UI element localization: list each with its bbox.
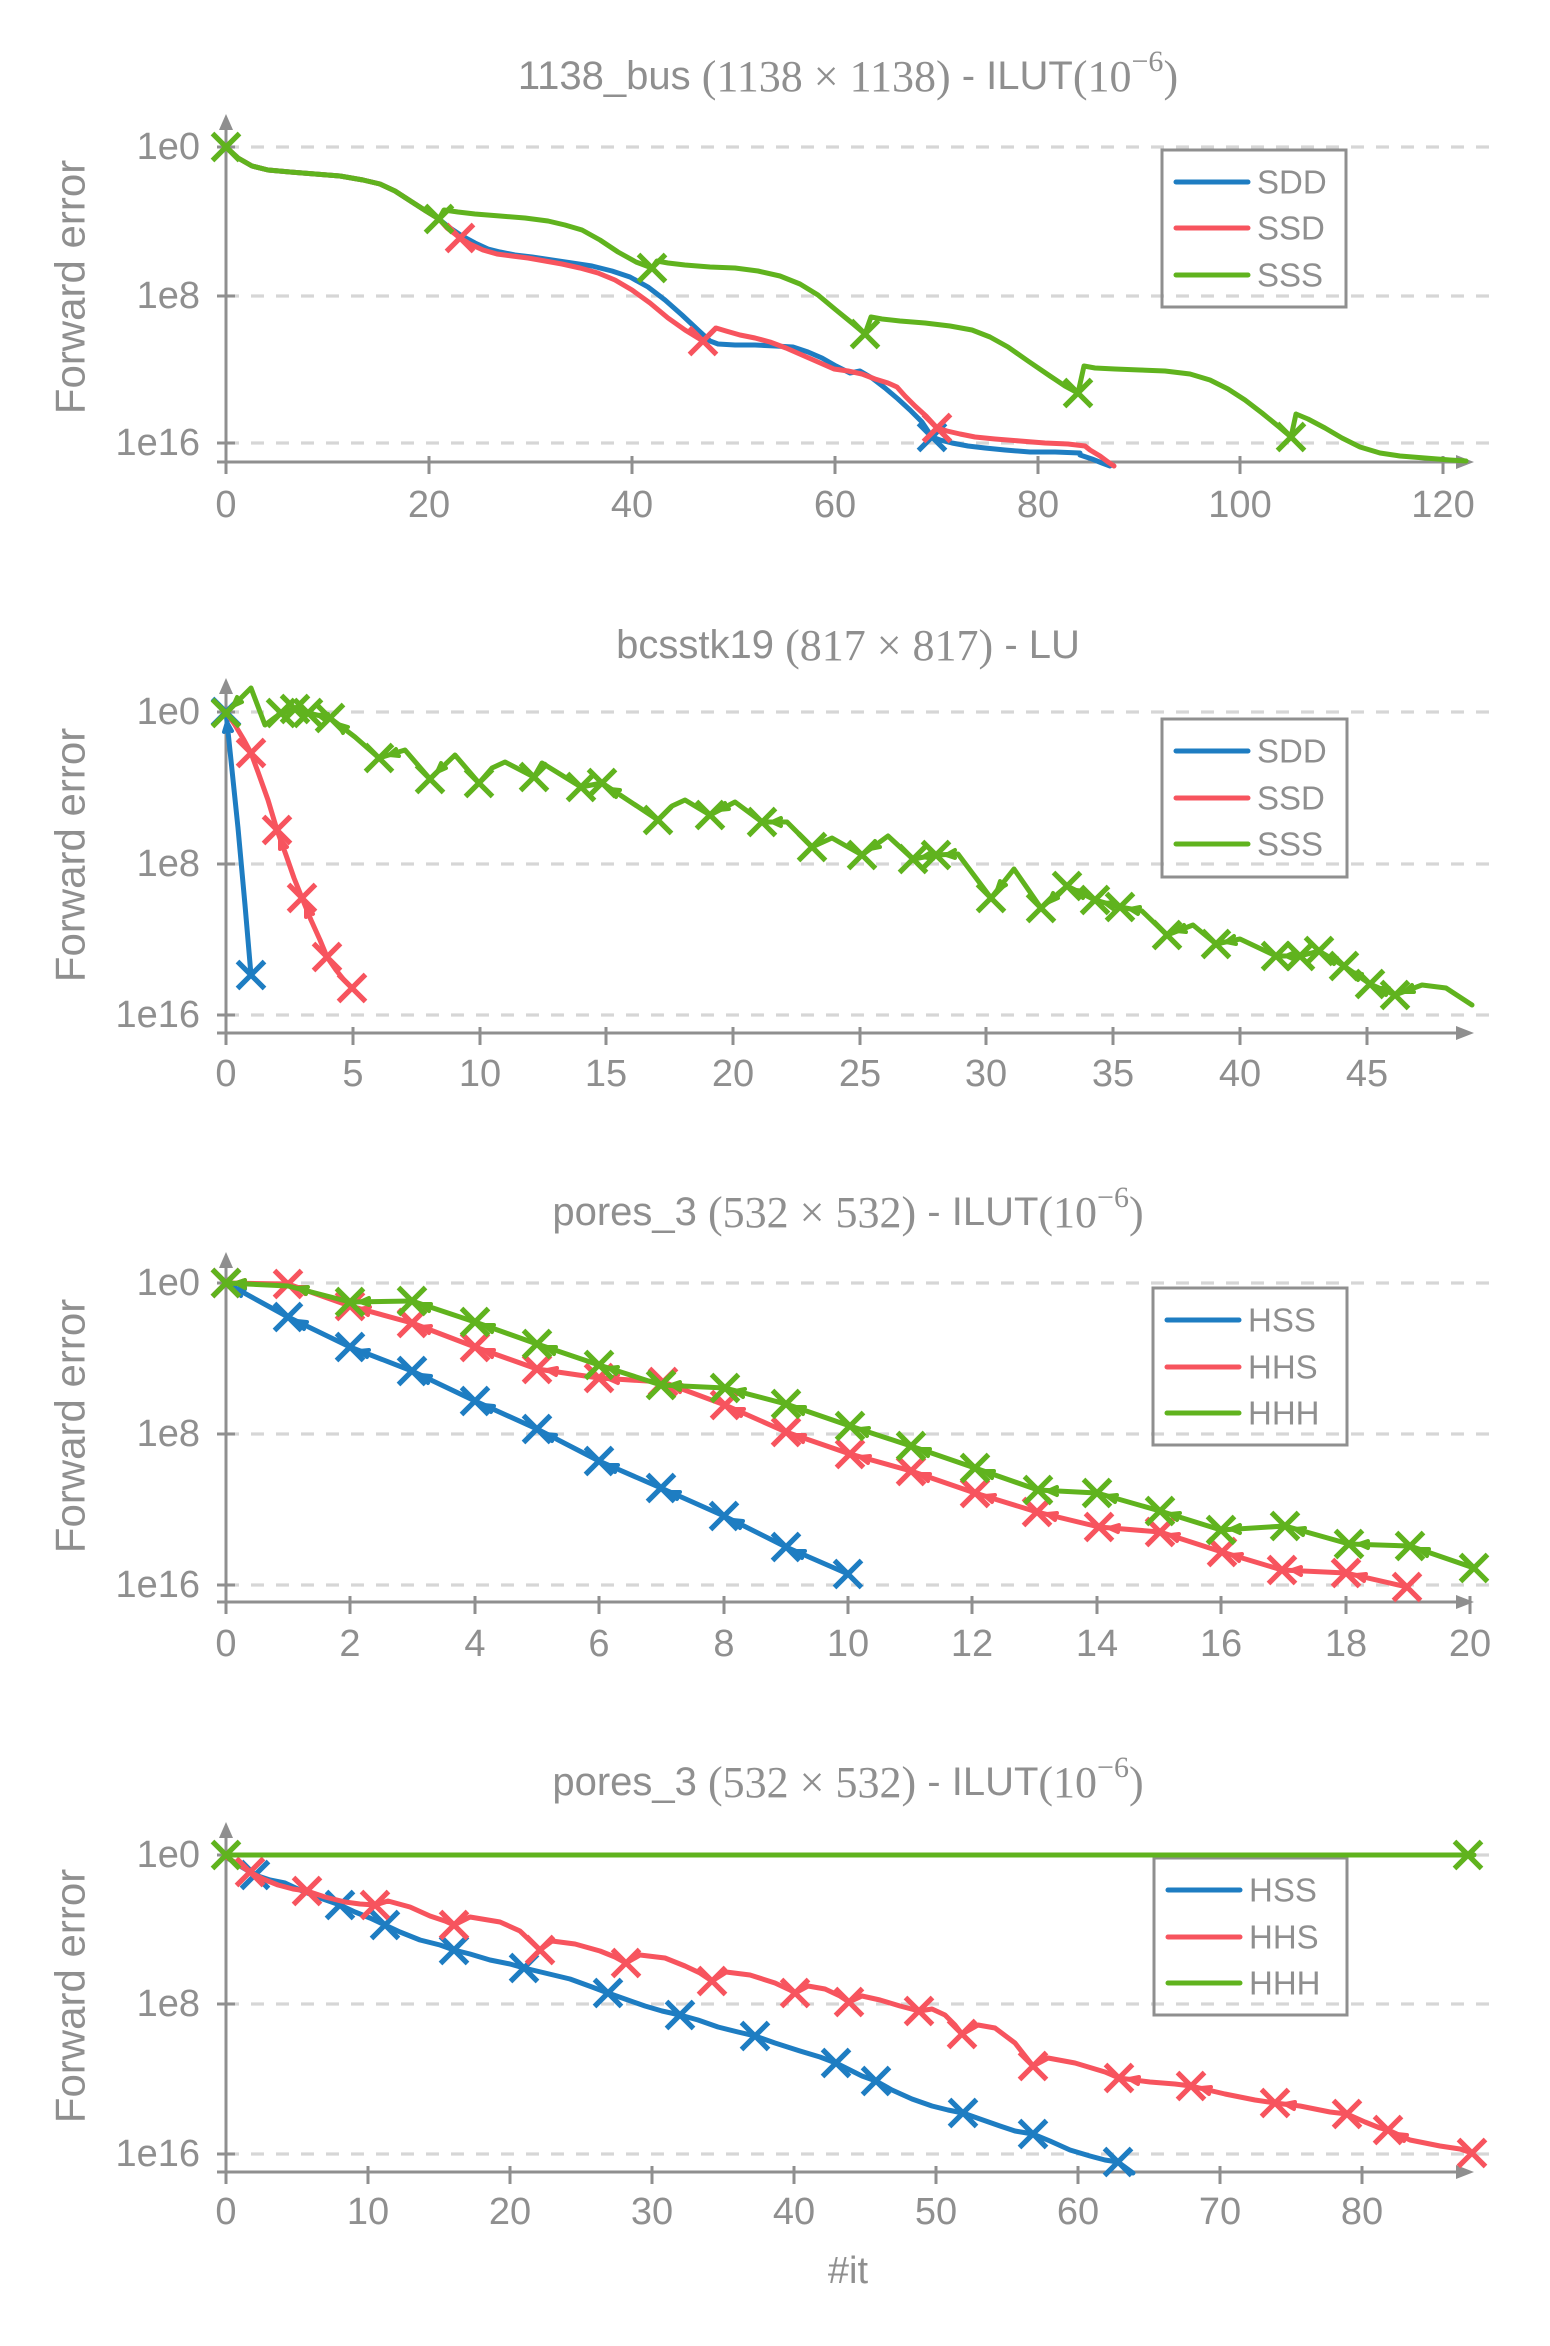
- svg-text:Forward error: Forward error: [47, 728, 94, 982]
- svg-text:30: 30: [965, 1053, 1007, 1095]
- svg-text:1e16: 1e16: [115, 994, 200, 1036]
- svg-text:15: 15: [585, 1053, 627, 1095]
- svg-text:1e8: 1e8: [137, 843, 200, 885]
- svg-text:0: 0: [215, 1053, 236, 1095]
- svg-text:1e8: 1e8: [137, 275, 200, 317]
- svg-text:pores_3 (532 × 532) - ILUT(10−: pores_3 (532 × 532) - ILUT(10−6​): [552, 1181, 1143, 1237]
- svg-text:2: 2: [339, 1623, 360, 1665]
- svg-text:14: 14: [1076, 1623, 1118, 1665]
- svg-text:4: 4: [464, 1623, 485, 1665]
- svg-text:20: 20: [408, 484, 450, 526]
- svg-text:HSS: HSS: [1249, 1872, 1317, 1909]
- svg-text:10: 10: [827, 1623, 869, 1665]
- svg-text:1e0: 1e0: [137, 1262, 200, 1304]
- svg-text:20: 20: [489, 2191, 531, 2233]
- svg-text:Forward error: Forward error: [47, 1869, 94, 2123]
- svg-text:HSS: HSS: [1248, 1302, 1316, 1339]
- svg-text:1e8: 1e8: [137, 1413, 200, 1455]
- svg-text:45: 45: [1346, 1053, 1388, 1095]
- svg-text:40: 40: [611, 484, 653, 526]
- svg-text:50: 50: [915, 2191, 957, 2233]
- svg-text:12: 12: [951, 1623, 993, 1665]
- svg-text:SDD: SDD: [1257, 733, 1327, 770]
- svg-text:1e16: 1e16: [115, 1564, 200, 1606]
- svg-text:SSS: SSS: [1257, 257, 1323, 294]
- svg-text:Forward error: Forward error: [47, 1299, 94, 1553]
- svg-text:70: 70: [1199, 2191, 1241, 2233]
- svg-text:HHS: HHS: [1249, 1919, 1319, 1956]
- svg-text:SSD: SSD: [1257, 210, 1325, 247]
- svg-text:0: 0: [215, 484, 236, 526]
- svg-text:1e16: 1e16: [115, 2133, 200, 2175]
- svg-text:SDD: SDD: [1257, 164, 1327, 201]
- svg-text:0: 0: [215, 2191, 236, 2233]
- svg-text:35: 35: [1092, 1053, 1134, 1095]
- svg-text:40: 40: [773, 2191, 815, 2233]
- svg-text:80: 80: [1341, 2191, 1383, 2233]
- svg-text:5: 5: [342, 1053, 363, 1095]
- svg-text:40: 40: [1219, 1053, 1261, 1095]
- svg-text:SSD: SSD: [1257, 780, 1325, 817]
- svg-text:10: 10: [347, 2191, 389, 2233]
- svg-text:120: 120: [1411, 484, 1474, 526]
- svg-text:10: 10: [459, 1053, 501, 1095]
- svg-text:20: 20: [712, 1053, 754, 1095]
- svg-text:1e16: 1e16: [115, 422, 200, 464]
- svg-text:SSS: SSS: [1257, 826, 1323, 863]
- svg-text:pores_3 (532 × 532) - ILUT(10−: pores_3 (532 × 532) - ILUT(10−6​): [552, 1751, 1143, 1807]
- svg-text:100: 100: [1208, 484, 1271, 526]
- svg-text:80: 80: [1017, 484, 1059, 526]
- svg-text:#it: #it: [828, 2250, 869, 2292]
- svg-text:1e8: 1e8: [137, 1983, 200, 2025]
- svg-text:1138_bus (1138 × 1138) - ILUT(: 1138_bus (1138 × 1138) - ILUT(10−6​): [518, 45, 1178, 101]
- svg-text:60: 60: [814, 484, 856, 526]
- svg-text:20: 20: [1449, 1623, 1491, 1665]
- svg-text:bcsstk19 (817 × 817) - LU: bcsstk19 (817 × 817) - LU: [616, 621, 1080, 670]
- svg-text:18: 18: [1325, 1623, 1367, 1665]
- svg-text:1e0: 1e0: [137, 691, 200, 733]
- svg-text:30: 30: [631, 2191, 673, 2233]
- svg-text:Forward error: Forward error: [47, 160, 94, 414]
- svg-text:60: 60: [1057, 2191, 1099, 2233]
- svg-text:6: 6: [588, 1623, 609, 1665]
- svg-text:0: 0: [215, 1623, 236, 1665]
- svg-text:16: 16: [1200, 1623, 1242, 1665]
- svg-text:1e0: 1e0: [137, 1834, 200, 1876]
- svg-text:HHH: HHH: [1249, 1965, 1321, 2002]
- svg-text:HHH: HHH: [1248, 1395, 1320, 1432]
- svg-text:HHS: HHS: [1248, 1349, 1318, 1386]
- svg-text:8: 8: [713, 1623, 734, 1665]
- svg-text:1e0: 1e0: [137, 126, 200, 168]
- svg-text:25: 25: [839, 1053, 881, 1095]
